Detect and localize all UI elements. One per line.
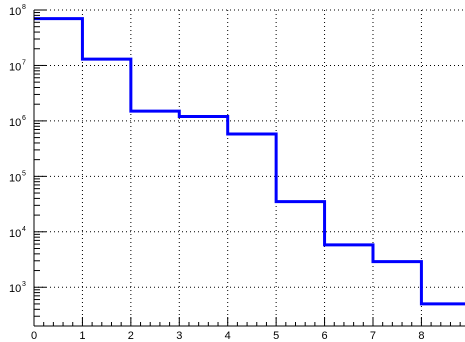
x-tick-label-6: 6 bbox=[321, 330, 327, 342]
grid bbox=[34, 9, 465, 326]
y-tick-exponent: 6 bbox=[22, 115, 26, 122]
x-tick-label-8: 8 bbox=[418, 330, 424, 342]
y-tick-exponent: 8 bbox=[22, 4, 26, 11]
y-tick-label-3: 10 6 bbox=[9, 115, 26, 129]
y-tick-exponent: 4 bbox=[22, 226, 26, 233]
y-tick-base: 10 bbox=[9, 283, 21, 295]
x-tick-label-0: 0 bbox=[31, 330, 37, 342]
y-tick-exponent: 3 bbox=[22, 281, 26, 288]
y-tick-exponent: 5 bbox=[22, 170, 26, 177]
y-tick-base: 10 bbox=[9, 172, 21, 184]
y-tick-label-0: 10 3 bbox=[9, 281, 26, 295]
series-layer bbox=[34, 17, 465, 306]
x-tick-label-7: 7 bbox=[370, 330, 376, 342]
x-tick-label-3: 3 bbox=[176, 330, 182, 342]
x-tick-label-5: 5 bbox=[273, 330, 279, 342]
y-tick-base: 10 bbox=[9, 117, 21, 129]
y-tick-exponent: 7 bbox=[22, 59, 26, 66]
x-tick-label-4: 4 bbox=[225, 330, 231, 342]
x-tick-label-2: 2 bbox=[128, 330, 134, 342]
y-tick-base: 10 bbox=[9, 6, 21, 18]
y-tick-label-5: 10 8 bbox=[9, 4, 26, 18]
y-tick-base: 10 bbox=[9, 228, 21, 240]
axes bbox=[33, 9, 465, 327]
y-tick-label-2: 10 5 bbox=[9, 170, 26, 184]
y-tick-base: 10 bbox=[9, 61, 21, 73]
x-tick-label-1: 1 bbox=[79, 330, 85, 342]
y-tick-label-1: 10 4 bbox=[9, 226, 26, 240]
series-line-0 bbox=[34, 17, 465, 306]
y-tick-label-4: 10 7 bbox=[9, 59, 26, 73]
